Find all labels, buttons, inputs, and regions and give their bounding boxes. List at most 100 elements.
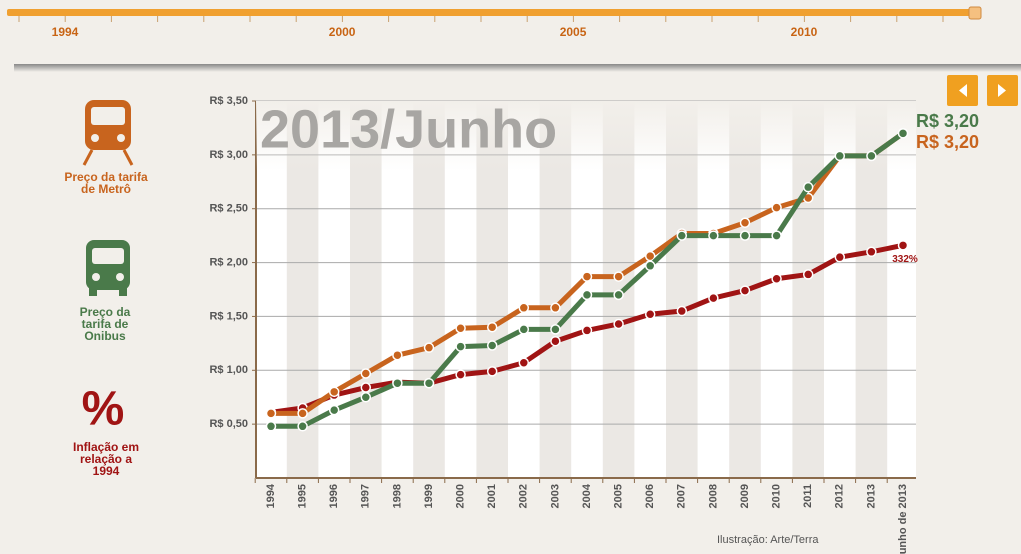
slider-handle[interactable] bbox=[968, 6, 982, 20]
data-point bbox=[708, 230, 719, 241]
slider-label: 2010 bbox=[791, 25, 818, 39]
data-point bbox=[486, 321, 498, 333]
data-point bbox=[265, 408, 277, 419]
value-label: R$ 3,20 bbox=[916, 111, 979, 131]
slider-label: 2000 bbox=[329, 25, 356, 39]
data-point bbox=[739, 217, 751, 228]
slider-track[interactable] bbox=[7, 9, 980, 16]
data-point bbox=[486, 340, 498, 351]
data-point bbox=[644, 250, 656, 262]
x-tick-label: 2001 bbox=[486, 484, 498, 508]
x-tick-label: 2004 bbox=[581, 483, 593, 508]
y-tick-label: R$ 2,50 bbox=[209, 203, 248, 215]
x-tick-label: 2003 bbox=[549, 484, 561, 508]
x-tick-label: 1994 bbox=[265, 483, 277, 508]
data-point bbox=[834, 150, 846, 162]
data-point bbox=[581, 271, 593, 282]
data-point bbox=[455, 341, 466, 352]
data-point bbox=[328, 404, 340, 416]
data-point bbox=[834, 251, 846, 263]
marks: R$ 3,20R$ 3,20 332% bbox=[265, 111, 979, 432]
prev-button[interactable] bbox=[947, 75, 978, 106]
data-point bbox=[392, 349, 403, 361]
slider-label: 2005 bbox=[560, 25, 587, 39]
data-point bbox=[550, 335, 561, 347]
timeline-slider: 1994 2000 2005 2010 bbox=[7, 6, 982, 39]
x-tick-label: 2011 bbox=[802, 484, 814, 508]
data-point bbox=[644, 260, 656, 272]
data-point bbox=[550, 302, 561, 314]
legend-entry: Preço da tarifa de Onibus bbox=[79, 305, 131, 343]
data-point bbox=[644, 309, 656, 320]
y-tick-label: R$ 0,50 bbox=[209, 418, 248, 430]
data-point bbox=[486, 366, 498, 377]
data-point bbox=[423, 377, 435, 389]
data-point bbox=[708, 292, 719, 304]
data-point bbox=[771, 202, 782, 213]
x-tick-label: 2006 bbox=[644, 484, 656, 508]
x-tick-label: 1997 bbox=[360, 484, 372, 508]
metro-icon bbox=[82, 100, 134, 166]
x-tick-label: 1996 bbox=[328, 484, 340, 508]
legend-entry: Inflação em relação a 1994 bbox=[72, 440, 140, 478]
data-point bbox=[455, 369, 466, 380]
data-point bbox=[360, 382, 372, 393]
data-point bbox=[676, 230, 688, 241]
y-tick-label: R$ 3,50 bbox=[209, 95, 248, 107]
x-tick-label: 2012 bbox=[834, 484, 846, 508]
x-tick-label: 2000 bbox=[455, 484, 467, 508]
y-tick-label: R$ 1,50 bbox=[209, 310, 248, 322]
x-tick-label: 1995 bbox=[297, 484, 309, 508]
data-point bbox=[866, 150, 877, 162]
data-point bbox=[771, 273, 782, 284]
y-tick-label: R$ 2,00 bbox=[209, 256, 248, 268]
data-point bbox=[802, 269, 814, 280]
next-arrow[interactable] bbox=[998, 84, 1006, 97]
divider-shadow bbox=[14, 64, 1021, 72]
data-point bbox=[581, 325, 593, 336]
x-tick-label: 1999 bbox=[423, 484, 435, 508]
data-point bbox=[265, 421, 277, 432]
annotation: 332% bbox=[892, 254, 918, 265]
data-point bbox=[297, 408, 308, 419]
x-tick-label: 1998 bbox=[391, 484, 403, 508]
x-tick-label: 2013 bbox=[865, 484, 877, 508]
data-point bbox=[613, 318, 624, 330]
inflation-icon: % bbox=[82, 383, 125, 436]
x-tick-label: 2010 bbox=[771, 484, 783, 508]
data-point bbox=[518, 302, 530, 314]
data-point bbox=[613, 271, 624, 282]
data-point bbox=[897, 240, 909, 251]
bus-icon bbox=[86, 240, 130, 296]
slider-label: 1994 bbox=[52, 25, 79, 39]
data-point bbox=[771, 230, 782, 241]
next-button[interactable] bbox=[987, 75, 1018, 106]
data-point bbox=[866, 246, 877, 258]
y-tick-label: R$ 1,00 bbox=[209, 364, 248, 376]
x-tick-label: Junho de 2013 bbox=[897, 484, 909, 554]
data-point bbox=[360, 391, 372, 403]
prev-arrow[interactable] bbox=[959, 84, 967, 97]
data-point bbox=[518, 357, 530, 368]
data-point bbox=[739, 285, 751, 296]
data-point bbox=[360, 368, 372, 379]
y-tick-label: R$ 3,00 bbox=[209, 149, 248, 161]
x-tick-label: 2005 bbox=[613, 484, 625, 508]
plot-fade bbox=[256, 101, 916, 171]
x-tick-label: 2009 bbox=[739, 484, 751, 508]
data-point bbox=[739, 230, 751, 241]
data-point bbox=[518, 324, 530, 335]
data-point bbox=[455, 323, 466, 334]
chart-title: 2013/Junho bbox=[260, 99, 557, 159]
data-point bbox=[423, 342, 435, 353]
data-point bbox=[897, 128, 909, 139]
value-label: R$ 3,20 bbox=[916, 132, 979, 152]
data-point bbox=[581, 289, 593, 301]
data-point bbox=[676, 305, 688, 317]
data-point bbox=[802, 181, 814, 193]
legend-entry: Preço da tarifa de Metrô bbox=[64, 170, 148, 196]
x-tick-label: 2007 bbox=[676, 484, 688, 508]
x-tick-label: 2002 bbox=[518, 484, 530, 508]
